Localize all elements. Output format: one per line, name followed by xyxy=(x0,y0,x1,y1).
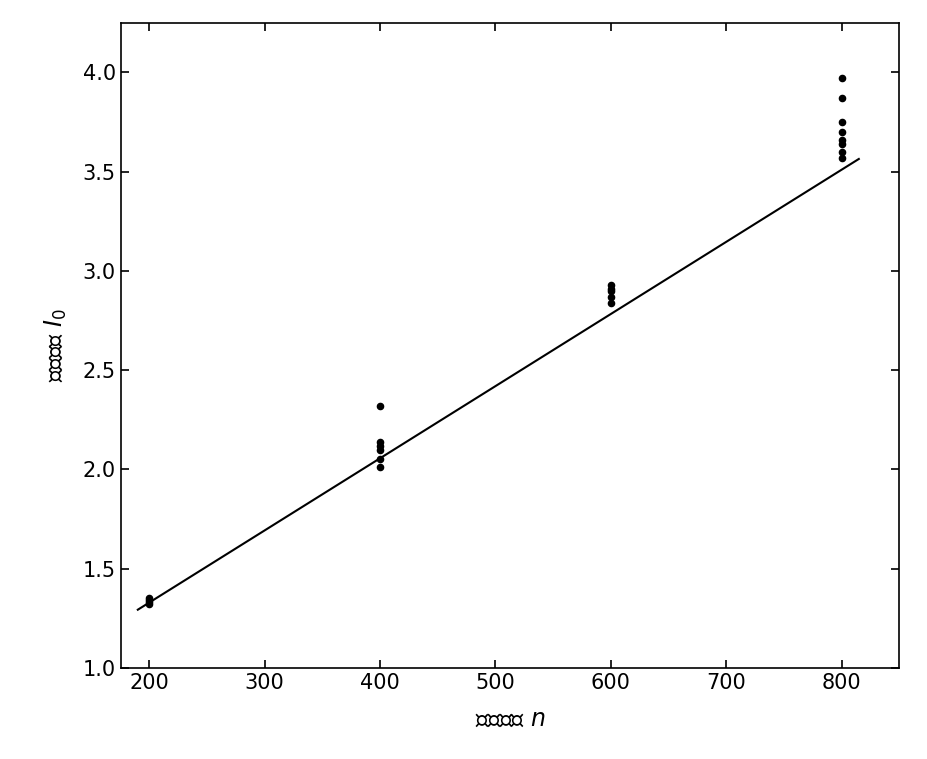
Point xyxy=(834,116,849,128)
Y-axis label: 空载电流 $I_0$: 空载电流 $I_0$ xyxy=(43,308,69,383)
Point xyxy=(373,400,387,412)
Point xyxy=(373,443,387,455)
Point xyxy=(603,297,618,309)
Point xyxy=(834,92,849,104)
Point xyxy=(603,291,618,303)
Point xyxy=(603,282,618,294)
Point xyxy=(834,126,849,138)
X-axis label: 主轴转速 $n$: 主轴转速 $n$ xyxy=(475,707,545,731)
Point xyxy=(834,134,849,146)
Point xyxy=(373,461,387,474)
Point xyxy=(373,439,387,452)
Point xyxy=(142,597,157,609)
Point xyxy=(142,592,157,604)
Point xyxy=(834,152,849,164)
Point xyxy=(603,285,618,297)
Point xyxy=(142,594,157,606)
Point xyxy=(603,279,618,291)
Point xyxy=(834,146,849,158)
Point xyxy=(373,453,387,465)
Point xyxy=(142,598,157,610)
Point xyxy=(373,436,387,448)
Point xyxy=(834,138,849,150)
Point xyxy=(834,72,849,84)
